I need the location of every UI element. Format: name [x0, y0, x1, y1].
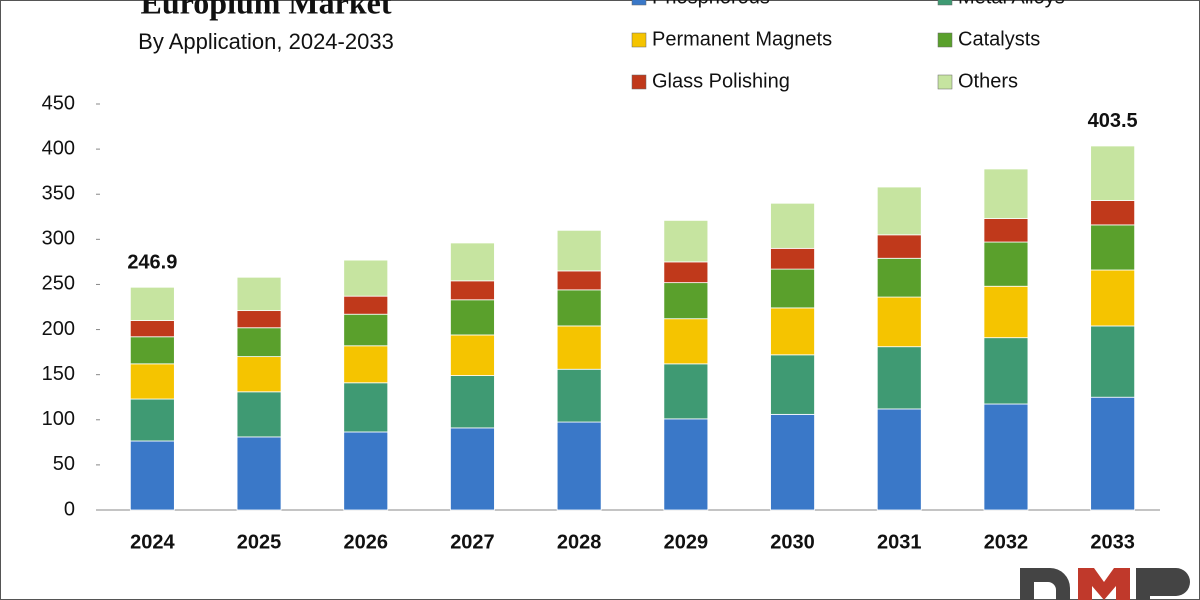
legend-label: Phosphorous	[652, 0, 770, 8]
y-tick-label: 300	[42, 228, 75, 250]
bar-segment	[663, 363, 709, 420]
bar-segment	[236, 436, 282, 511]
bar-segment	[876, 296, 922, 348]
bar-segment	[129, 286, 175, 321]
y-tick-label: 50	[53, 453, 75, 475]
bar-segment	[236, 356, 282, 393]
x-tick-label: 2026	[344, 531, 389, 553]
bar-segment	[236, 276, 282, 312]
bar-segment	[129, 320, 175, 338]
bar-segment	[129, 336, 175, 365]
logo	[1020, 568, 1190, 600]
x-tick-label: 2031	[877, 531, 922, 553]
bar-segment	[556, 270, 602, 291]
bar-segment	[983, 337, 1029, 405]
y-tick-label: 250	[42, 273, 75, 295]
chart-subtitle: By Application, 2024-2033	[138, 29, 394, 54]
y-tick-label: 350	[42, 183, 75, 205]
bar-segment	[556, 368, 602, 423]
bar-segment	[450, 375, 495, 429]
legend-label: Others	[958, 70, 1018, 92]
bar-segment	[129, 363, 175, 400]
x-tick-label: 2027	[450, 531, 495, 553]
legend-label: Catalysts	[958, 28, 1040, 50]
legend-label: Metal Alloys	[958, 0, 1065, 8]
bar-segment	[236, 391, 282, 438]
bar-segment	[343, 313, 389, 347]
bar-segment	[876, 257, 922, 298]
bar-segment	[770, 413, 815, 511]
bar-segment	[556, 229, 602, 272]
y-tick-label: 200	[42, 318, 75, 340]
bar-segment	[983, 285, 1029, 339]
bar-segment	[663, 418, 709, 511]
bar-segment	[983, 218, 1029, 243]
bar-segment	[1090, 269, 1136, 327]
bar-segment	[556, 325, 602, 370]
total-label: 403.5	[1088, 110, 1138, 132]
legend-swatch	[631, 74, 647, 90]
bar-segment	[770, 354, 815, 415]
x-tick-label: 2028	[557, 531, 602, 553]
legend-swatch	[937, 0, 953, 6]
x-tick-label: 2030	[770, 531, 815, 553]
x-tick-label: 2033	[1090, 531, 1135, 553]
bar-segment	[129, 440, 175, 511]
bar-segment	[1090, 325, 1136, 398]
bar-segment	[450, 242, 495, 282]
x-tick-label: 2024	[130, 531, 175, 553]
bar-segment	[876, 186, 922, 236]
bar-segment	[876, 346, 922, 410]
bar-segment	[983, 403, 1029, 511]
x-tick-label: 2025	[237, 531, 282, 553]
y-tick-label: 100	[42, 408, 75, 430]
bar-segment	[236, 327, 282, 358]
bar-segment	[663, 219, 709, 263]
y-tick-label: 150	[42, 363, 75, 385]
legend-swatch	[631, 32, 647, 48]
bar-segment	[343, 259, 389, 297]
x-tick-label: 2032	[984, 531, 1029, 553]
legend-label: Glass Polishing	[652, 70, 790, 92]
legend-swatch	[937, 32, 953, 48]
y-tick-label: 0	[64, 498, 75, 520]
y-tick-label: 400	[42, 137, 75, 159]
bar-segment	[343, 295, 389, 315]
bar-segment	[770, 202, 815, 249]
bar-segment	[1090, 396, 1136, 511]
bar-segment	[770, 307, 815, 356]
bar-segment	[450, 427, 495, 511]
bar-segment	[450, 299, 495, 336]
bar-segment	[556, 421, 602, 511]
bar-segment	[1090, 200, 1136, 226]
bar-segment	[236, 310, 282, 329]
legend-swatch	[937, 74, 953, 90]
bar-segment	[983, 168, 1029, 219]
bar-segment	[1090, 224, 1136, 271]
legend-swatch	[631, 0, 647, 6]
bar-segment	[770, 247, 815, 270]
bar-segment	[983, 241, 1029, 287]
bar-segment	[1090, 145, 1136, 201]
bar-segment	[343, 431, 389, 511]
bar-segment	[876, 408, 922, 511]
bar-segment	[450, 280, 495, 301]
y-tick-label: 450	[42, 92, 75, 114]
legend-label: Permanent Magnets	[652, 28, 832, 50]
bar-segment	[663, 318, 709, 365]
bar-segment	[450, 334, 495, 376]
chart-title: Europium Market	[141, 0, 392, 20]
bar-segment	[556, 289, 602, 327]
bar-segment	[343, 382, 389, 433]
bar-segment	[129, 398, 175, 442]
total-label: 246.9	[127, 252, 177, 274]
x-tick-label: 2029	[664, 531, 709, 553]
bar-segment	[663, 282, 709, 320]
bar-segment	[876, 234, 922, 259]
bar-segment	[770, 268, 815, 309]
bar-segment	[343, 345, 389, 384]
bar-segment	[663, 261, 709, 284]
